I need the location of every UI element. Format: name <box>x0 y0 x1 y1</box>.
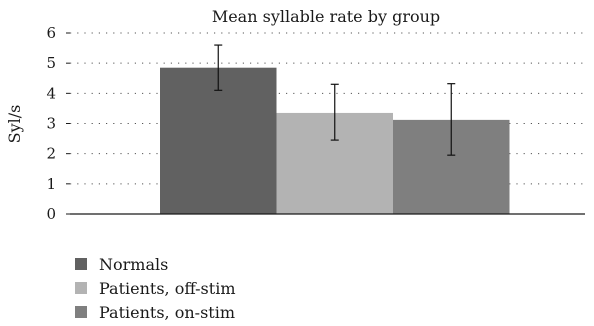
y-axis-label: Syl/s <box>5 105 24 144</box>
y-axis-ticks: 0 1 2 3 4 5 6 <box>46 24 70 223</box>
legend-label: Patients, on-stim <box>99 302 235 322</box>
legend-item: Patients, off-stim <box>75 276 235 300</box>
y-tick-label: 0 <box>46 205 56 223</box>
y-tick-label: 4 <box>46 84 56 102</box>
error-bars <box>214 44 456 156</box>
legend-swatch <box>75 282 87 294</box>
legend-label: Normals <box>99 254 169 274</box>
y-tick-label: 3 <box>46 115 56 133</box>
y-tick-label: 5 <box>46 54 56 72</box>
legend: Normals Patients, off-stim Patients, on-st… <box>75 252 235 324</box>
legend-item: Normals <box>75 252 235 276</box>
legend-swatch <box>75 306 87 318</box>
legend-label: Patients, off-stim <box>99 278 236 298</box>
legend-item: Patients, on-stim <box>75 300 235 324</box>
legend-swatch <box>75 258 87 270</box>
chart: Mean syllable rate by group Syl/s 0 1 2 3 4 5… <box>5 7 585 223</box>
y-tick-label: 6 <box>46 24 56 42</box>
y-tick-label: 2 <box>46 145 56 163</box>
chart-title: Mean syllable rate by group <box>212 7 440 26</box>
bar <box>160 67 277 214</box>
y-tick-label: 1 <box>46 175 56 193</box>
